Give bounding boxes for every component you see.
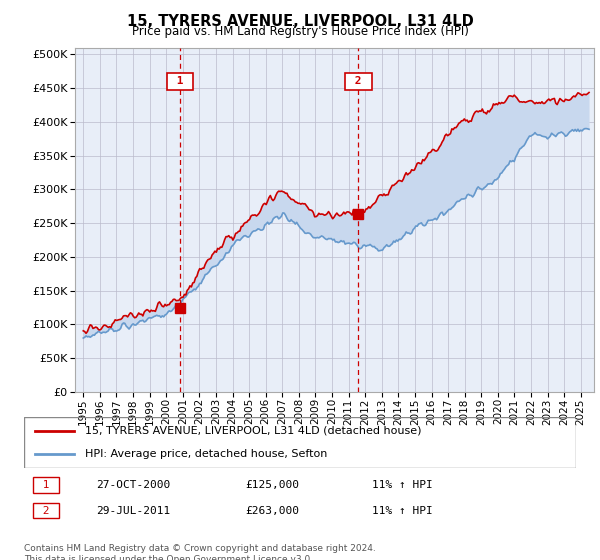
Text: 27-OCT-2000: 27-OCT-2000 (96, 480, 170, 490)
Text: 11% ↑ HPI: 11% ↑ HPI (372, 480, 433, 490)
Text: 29-JUL-2011: 29-JUL-2011 (96, 506, 170, 516)
Text: 1: 1 (170, 76, 190, 86)
Text: 2: 2 (36, 506, 56, 516)
Text: Price paid vs. HM Land Registry's House Price Index (HPI): Price paid vs. HM Land Registry's House … (131, 25, 469, 38)
Text: 15, TYRERS AVENUE, LIVERPOOL, L31 4LD: 15, TYRERS AVENUE, LIVERPOOL, L31 4LD (127, 14, 473, 29)
Text: £263,000: £263,000 (245, 506, 299, 516)
Text: 15, TYRERS AVENUE, LIVERPOOL, L31 4LD (detached house): 15, TYRERS AVENUE, LIVERPOOL, L31 4LD (d… (85, 426, 421, 436)
Text: 2: 2 (348, 76, 368, 86)
Text: 11% ↑ HPI: 11% ↑ HPI (372, 506, 433, 516)
Text: Contains HM Land Registry data © Crown copyright and database right 2024.
This d: Contains HM Land Registry data © Crown c… (24, 544, 376, 560)
Text: 1: 1 (36, 480, 56, 490)
Text: HPI: Average price, detached house, Sefton: HPI: Average price, detached house, Seft… (85, 449, 327, 459)
Text: £125,000: £125,000 (245, 480, 299, 490)
